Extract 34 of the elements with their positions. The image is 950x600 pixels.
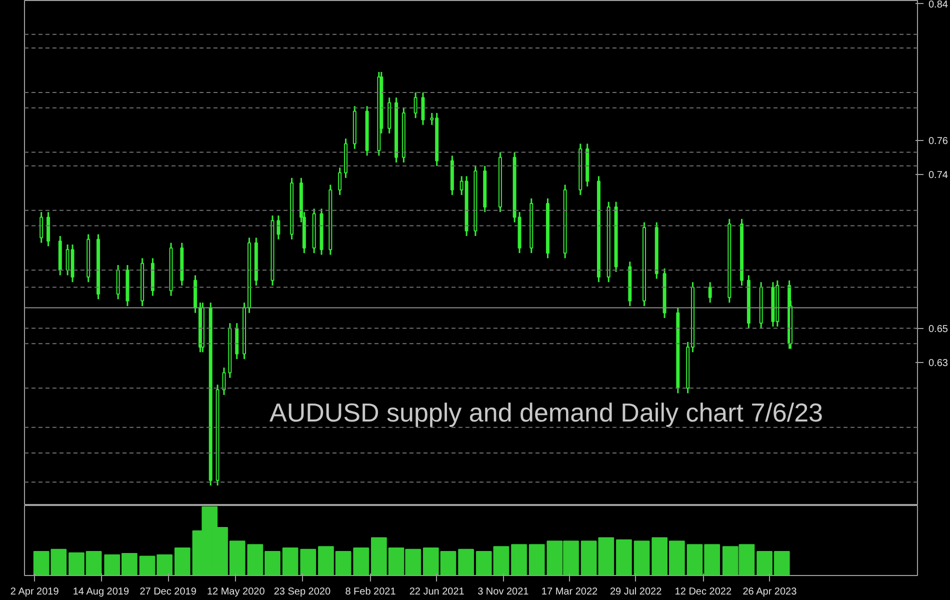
candlestick — [414, 92, 418, 119]
bar — [616, 539, 632, 576]
bar — [458, 548, 474, 576]
y-tick-label: 0.76 — [928, 136, 948, 147]
bar — [174, 548, 190, 576]
y-tick-label: 0.74 — [928, 170, 948, 181]
x-tick-label: 27 Dec 2019 — [140, 586, 197, 598]
x-tick-label: 12 May 2020 — [206, 586, 266, 598]
x-tick-label: 14 Aug 2019 — [72, 586, 130, 598]
bar — [300, 548, 316, 576]
candlestick — [421, 92, 425, 126]
candlestick — [40, 211, 44, 244]
x-tick-label: 3 Nov 2021 — [478, 586, 530, 598]
y-tick-label: 0.84 — [928, 0, 948, 10]
x-tick-label: 2 Apr 2019 — [10, 586, 60, 598]
candlestick — [276, 214, 280, 240]
x-tick-label: 22 Jun 2021 — [409, 586, 465, 598]
y-tick-label: 0.63 — [928, 358, 948, 369]
bar — [634, 540, 650, 576]
x-tick-label: 26 Apr 2023 — [742, 586, 798, 598]
annotation: AUDUSD supply and demand Daily chart 7/6/23 — [270, 398, 824, 428]
candlestick — [46, 211, 50, 247]
x-tick-label: 23 Sep 2020 — [274, 586, 331, 598]
candlestick — [708, 281, 712, 304]
x-tick-label: 8 Feb 2021 — [345, 586, 396, 598]
candlestick — [116, 264, 120, 300]
candlestick — [338, 166, 342, 196]
x-tick-label: 29 Jul 2022 — [610, 586, 662, 598]
bar — [353, 548, 370, 576]
x-tick-label: 12 Dec 2022 — [674, 586, 732, 598]
x-tick-label: 17 Mar 2022 — [541, 586, 598, 598]
bar — [511, 544, 527, 576]
bar — [282, 548, 298, 576]
y-tick-label: 0.65 — [928, 324, 948, 335]
